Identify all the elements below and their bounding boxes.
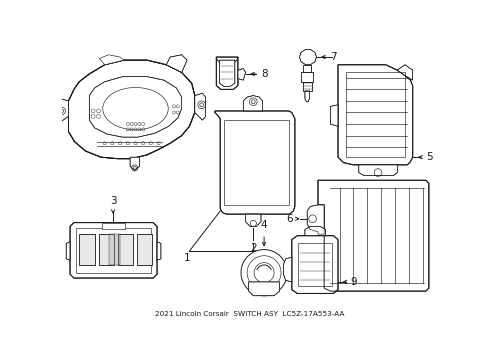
Polygon shape [301, 72, 313, 82]
Polygon shape [238, 69, 245, 80]
Bar [108, 234, 120, 265]
Bar [79, 234, 95, 265]
Bar [137, 234, 152, 265]
Polygon shape [329, 105, 337, 126]
Polygon shape [337, 65, 412, 165]
Polygon shape [99, 55, 123, 65]
Text: 7: 7 [329, 52, 336, 62]
Polygon shape [317, 180, 428, 291]
Bar [99, 234, 114, 265]
Polygon shape [305, 226, 325, 236]
Bar [79, 234, 95, 265]
Polygon shape [306, 205, 324, 234]
Polygon shape [302, 82, 311, 91]
Text: 8: 8 [261, 69, 267, 79]
Text: 6: 6 [286, 214, 293, 224]
Polygon shape [305, 91, 309, 102]
Polygon shape [396, 65, 412, 80]
Polygon shape [283, 257, 291, 282]
Polygon shape [166, 55, 187, 72]
Polygon shape [299, 49, 316, 65]
Text: 2021 Lincoln Corsair  SWITCH ASY  LC5Z-17A553-AA: 2021 Lincoln Corsair SWITCH ASY LC5Z-17A… [155, 311, 344, 317]
Text: 5: 5 [425, 152, 431, 162]
Polygon shape [291, 236, 337, 293]
Text: 4: 4 [260, 220, 267, 230]
Text: 1: 1 [183, 253, 190, 263]
Polygon shape [243, 95, 262, 111]
Bar [102, 222, 125, 229]
Polygon shape [248, 282, 279, 296]
Polygon shape [219, 60, 234, 86]
Text: 9: 9 [349, 277, 356, 287]
Polygon shape [66, 242, 70, 260]
Polygon shape [194, 93, 205, 120]
Text: 3: 3 [110, 197, 116, 206]
Polygon shape [214, 111, 294, 214]
Polygon shape [303, 65, 310, 72]
Bar [118, 234, 133, 265]
Bar [137, 234, 152, 265]
Polygon shape [216, 57, 238, 89]
Bar [99, 234, 114, 265]
Polygon shape [89, 76, 182, 137]
Polygon shape [157, 242, 161, 260]
Polygon shape [59, 99, 68, 122]
Bar [118, 234, 133, 265]
Polygon shape [70, 222, 157, 278]
Text: 2: 2 [249, 243, 256, 253]
Polygon shape [245, 214, 261, 226]
Polygon shape [130, 157, 139, 170]
Polygon shape [68, 60, 194, 159]
Polygon shape [358, 165, 396, 176]
